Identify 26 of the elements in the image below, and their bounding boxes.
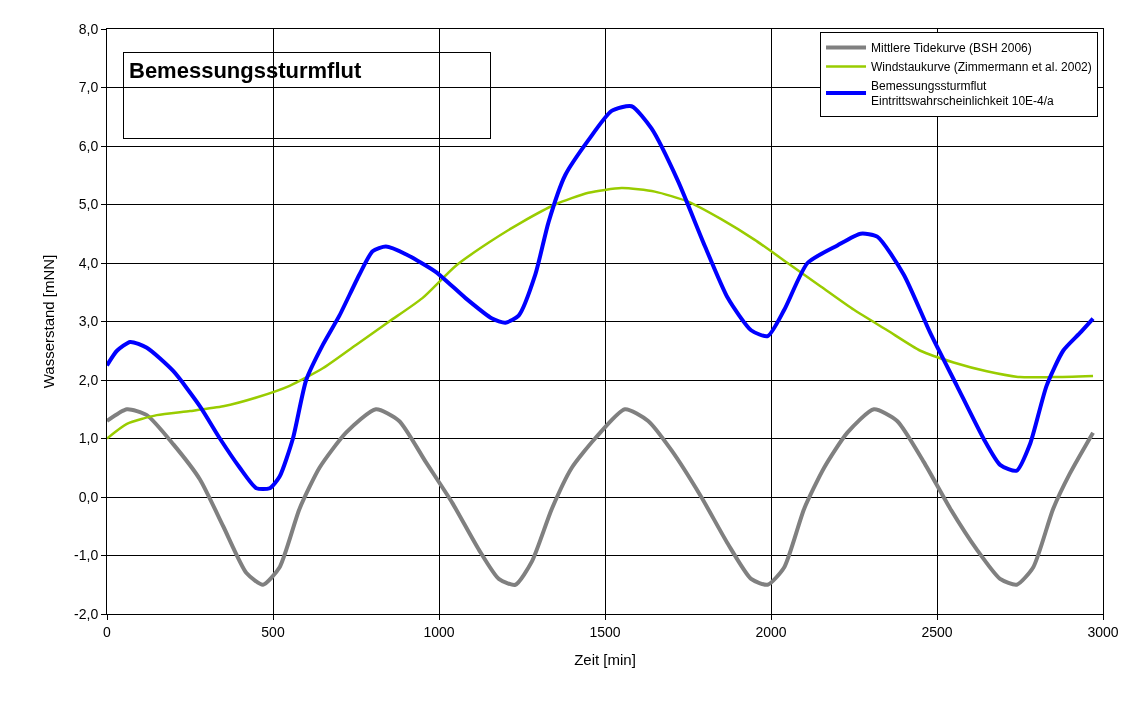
y-axis-title: Wasserstand [mNN] [40,254,58,389]
x-tick-label: 500 [261,623,285,640]
y-tick-label: 5,0 [78,196,99,213]
y-tick-label: 6,0 [78,137,99,154]
y-tick-label: 4,0 [78,254,99,271]
x-tick-label: 2000 [755,623,787,640]
y-tick-label: -2,0 [74,605,99,622]
line-series [107,407,1096,587]
legend-label: Mittlere Tidekurve (BSH 2006) [871,41,1032,56]
y-tick-label: 1,0 [78,430,99,447]
y-tick-label: 2,0 [78,371,99,388]
legend-label: Bemessungssturmflut Eintrittswahrscheinlichkeit 10E-4/a [871,78,1055,109]
x-tick-label: 1500 [589,623,621,640]
y-tick-label: 8,0 [78,20,99,37]
y-tick-label: 3,0 [78,313,99,330]
y-tick-label: -1,0 [74,547,99,564]
y-tick-label: 7,0 [78,79,99,96]
line-series [107,104,1096,491]
x-tick-label: 0 [103,623,112,640]
line-series [107,186,1095,440]
legend-label: Windstaukurve (Zimmermann et al. 2002) [871,60,1092,75]
y-tick-label: 0,0 [78,488,99,505]
x-axis-title: Zeit [min] [574,650,636,668]
x-tick-label: 1000 [423,623,455,640]
x-tick-label: 2500 [921,623,953,640]
x-tick-label: 3000 [1087,623,1119,640]
